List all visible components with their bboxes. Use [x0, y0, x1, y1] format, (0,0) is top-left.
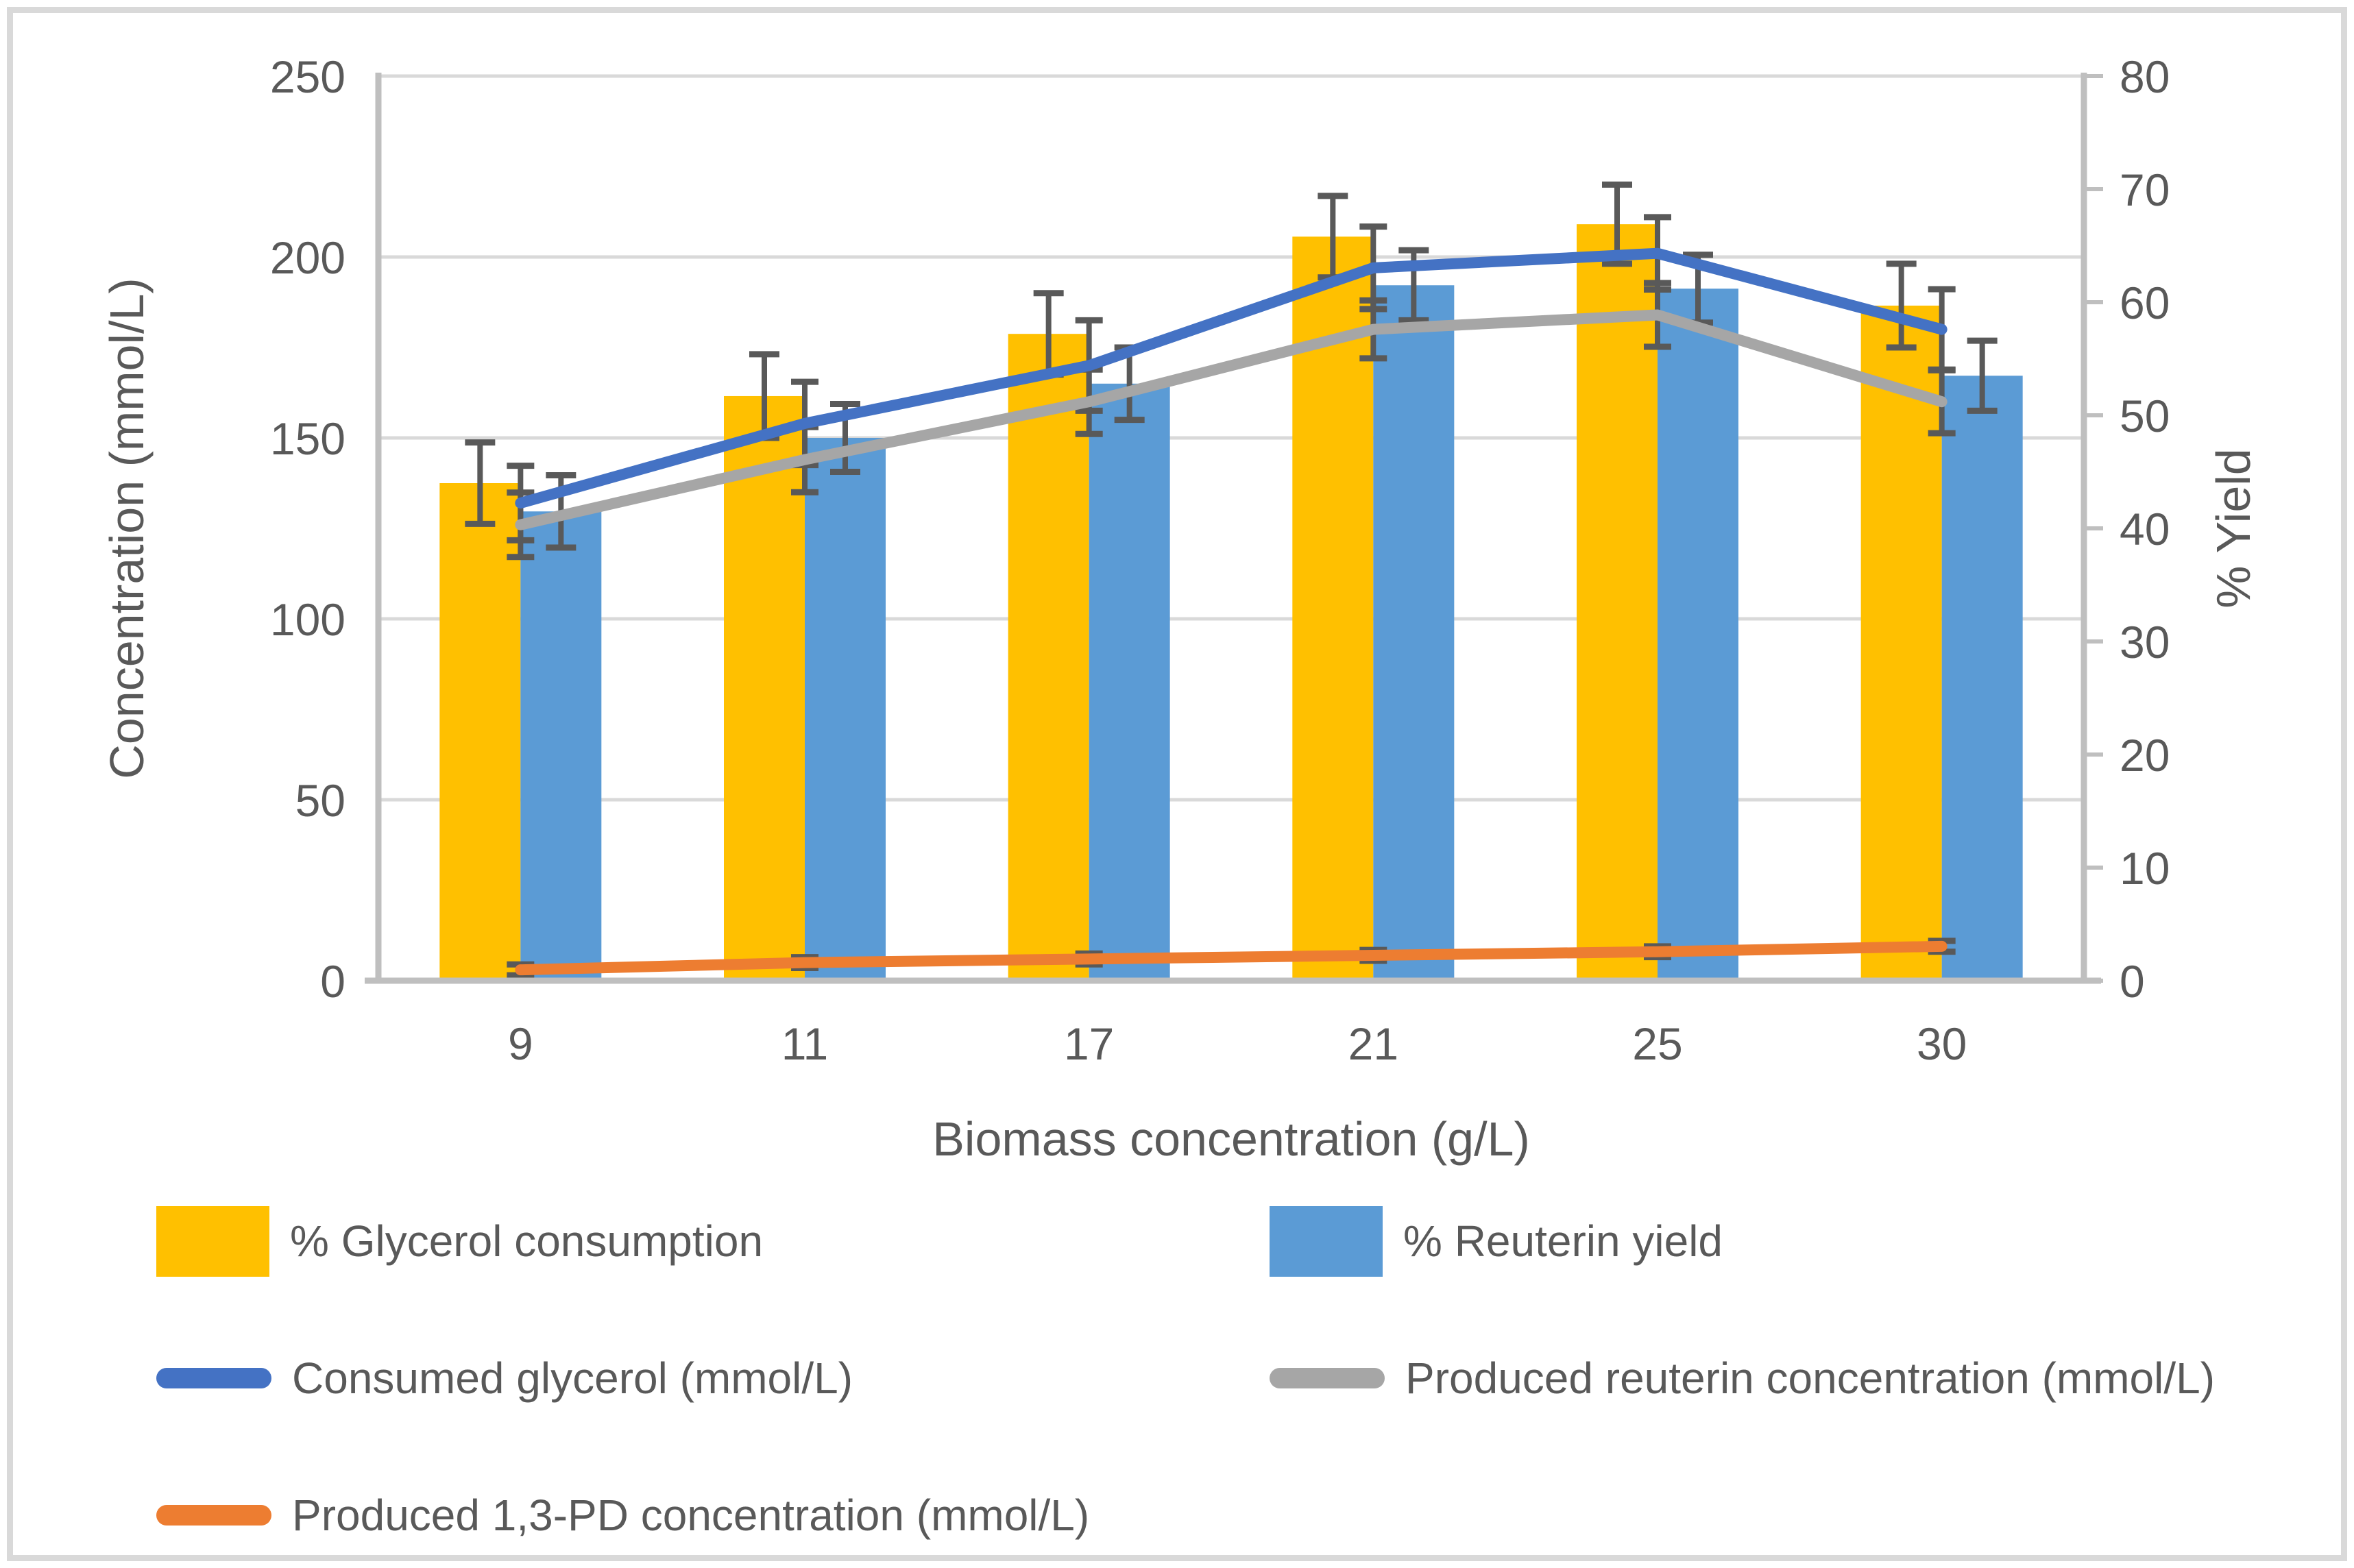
bar-reuterin-yield	[1941, 376, 2023, 981]
right-axis-tick-label: 20	[2120, 730, 2170, 781]
x-axis-category-label: 25	[1632, 1018, 1682, 1069]
right-axis-tick-label: 10	[2120, 843, 2170, 894]
bar-reuterin-yield	[1089, 383, 1170, 981]
left-axis-tick-label: 200	[270, 232, 345, 283]
left-axis-tick-label: 100	[270, 594, 345, 645]
bar-reuterin-yield	[805, 438, 886, 981]
legend-label-produced-reuterin: Produced reuterin concentration (mmol/L)	[1405, 1353, 2215, 1403]
legend-label-consumed-glycerol: Consumed glycerol (mmol/L)	[292, 1353, 853, 1403]
right-axis-tick-label: 80	[2120, 51, 2170, 102]
legend-swatch-consumed-glycerol	[156, 1368, 271, 1388]
right-axis-tick-label: 30	[2120, 617, 2170, 667]
left-axis-tick-label: 250	[270, 51, 345, 102]
left-axis-tick-label: 0	[320, 956, 345, 1007]
x-axis-title: Biomass concentration (g/L)	[932, 1112, 1530, 1166]
legend-item-consumed-glycerol: Consumed glycerol (mmol/L)	[156, 1340, 853, 1416]
bar-glycerol-consumption	[439, 483, 521, 981]
right-axis-tick-label: 40	[2120, 504, 2170, 554]
x-axis-category-label: 11	[781, 1018, 829, 1069]
consumed-glycerol-line	[515, 247, 1947, 509]
right-axis-title: % Yield	[2207, 448, 2260, 609]
bar-glycerol-consumption	[1008, 334, 1089, 981]
bar-glycerol-consumption	[1577, 224, 1658, 981]
legend-swatch-produced-13pd	[156, 1505, 271, 1526]
legend-item-produced-reuterin: Produced reuterin concentration (mmol/L)	[1270, 1340, 2215, 1416]
bar-reuterin-yield	[520, 511, 602, 981]
legend-swatch-glycerol-consumption	[156, 1205, 269, 1277]
bar-reuterin-yield	[1373, 285, 1455, 981]
x-axis-category-label: 30	[1917, 1018, 1967, 1069]
right-axis-tick-label: 70	[2120, 164, 2170, 215]
legend-label-glycerol-consumption: % Glycerol consumption	[290, 1216, 764, 1266]
produced-reuterin-line	[515, 309, 1947, 530]
x-axis-category-label: 9	[508, 1018, 533, 1069]
right-axis-tick-label: 50	[2120, 391, 2170, 441]
left-axis-tick-label: 50	[295, 775, 345, 826]
legend-item-produced-13pd: Produced 1,3-PD concentration (mmol/L)	[156, 1478, 1089, 1553]
chart-border	[7, 7, 2347, 1561]
right-axis-tick-label: 0	[2120, 956, 2145, 1007]
bar-glycerol-consumption	[1860, 305, 1942, 981]
legend-item-reuterin-yield: % Reuterin yield	[1270, 1203, 1723, 1279]
x-axis-category-label: 21	[1348, 1018, 1398, 1069]
legend-item-glycerol-consumption: % Glycerol consumption	[156, 1203, 763, 1279]
legend-label-produced-13pd: Produced 1,3-PD concentration (mmol/L)	[292, 1491, 1090, 1540]
legend-label-reuterin-yield: % Reuterin yield	[1403, 1216, 1723, 1266]
produced-13pd-line	[515, 940, 1947, 976]
right-axis-tick-label: 60	[2120, 278, 2170, 328]
legend-swatch-reuterin-yield	[1270, 1205, 1383, 1277]
bar-glycerol-consumption	[724, 395, 805, 981]
x-axis-category-label: 17	[1064, 1018, 1114, 1069]
left-axis-title: Concentration (mmol/L)	[100, 278, 154, 779]
bar-reuterin-yield	[1658, 289, 1738, 981]
left-axis-tick-label: 150	[270, 413, 345, 464]
legend-swatch-produced-reuterin	[1270, 1368, 1385, 1388]
